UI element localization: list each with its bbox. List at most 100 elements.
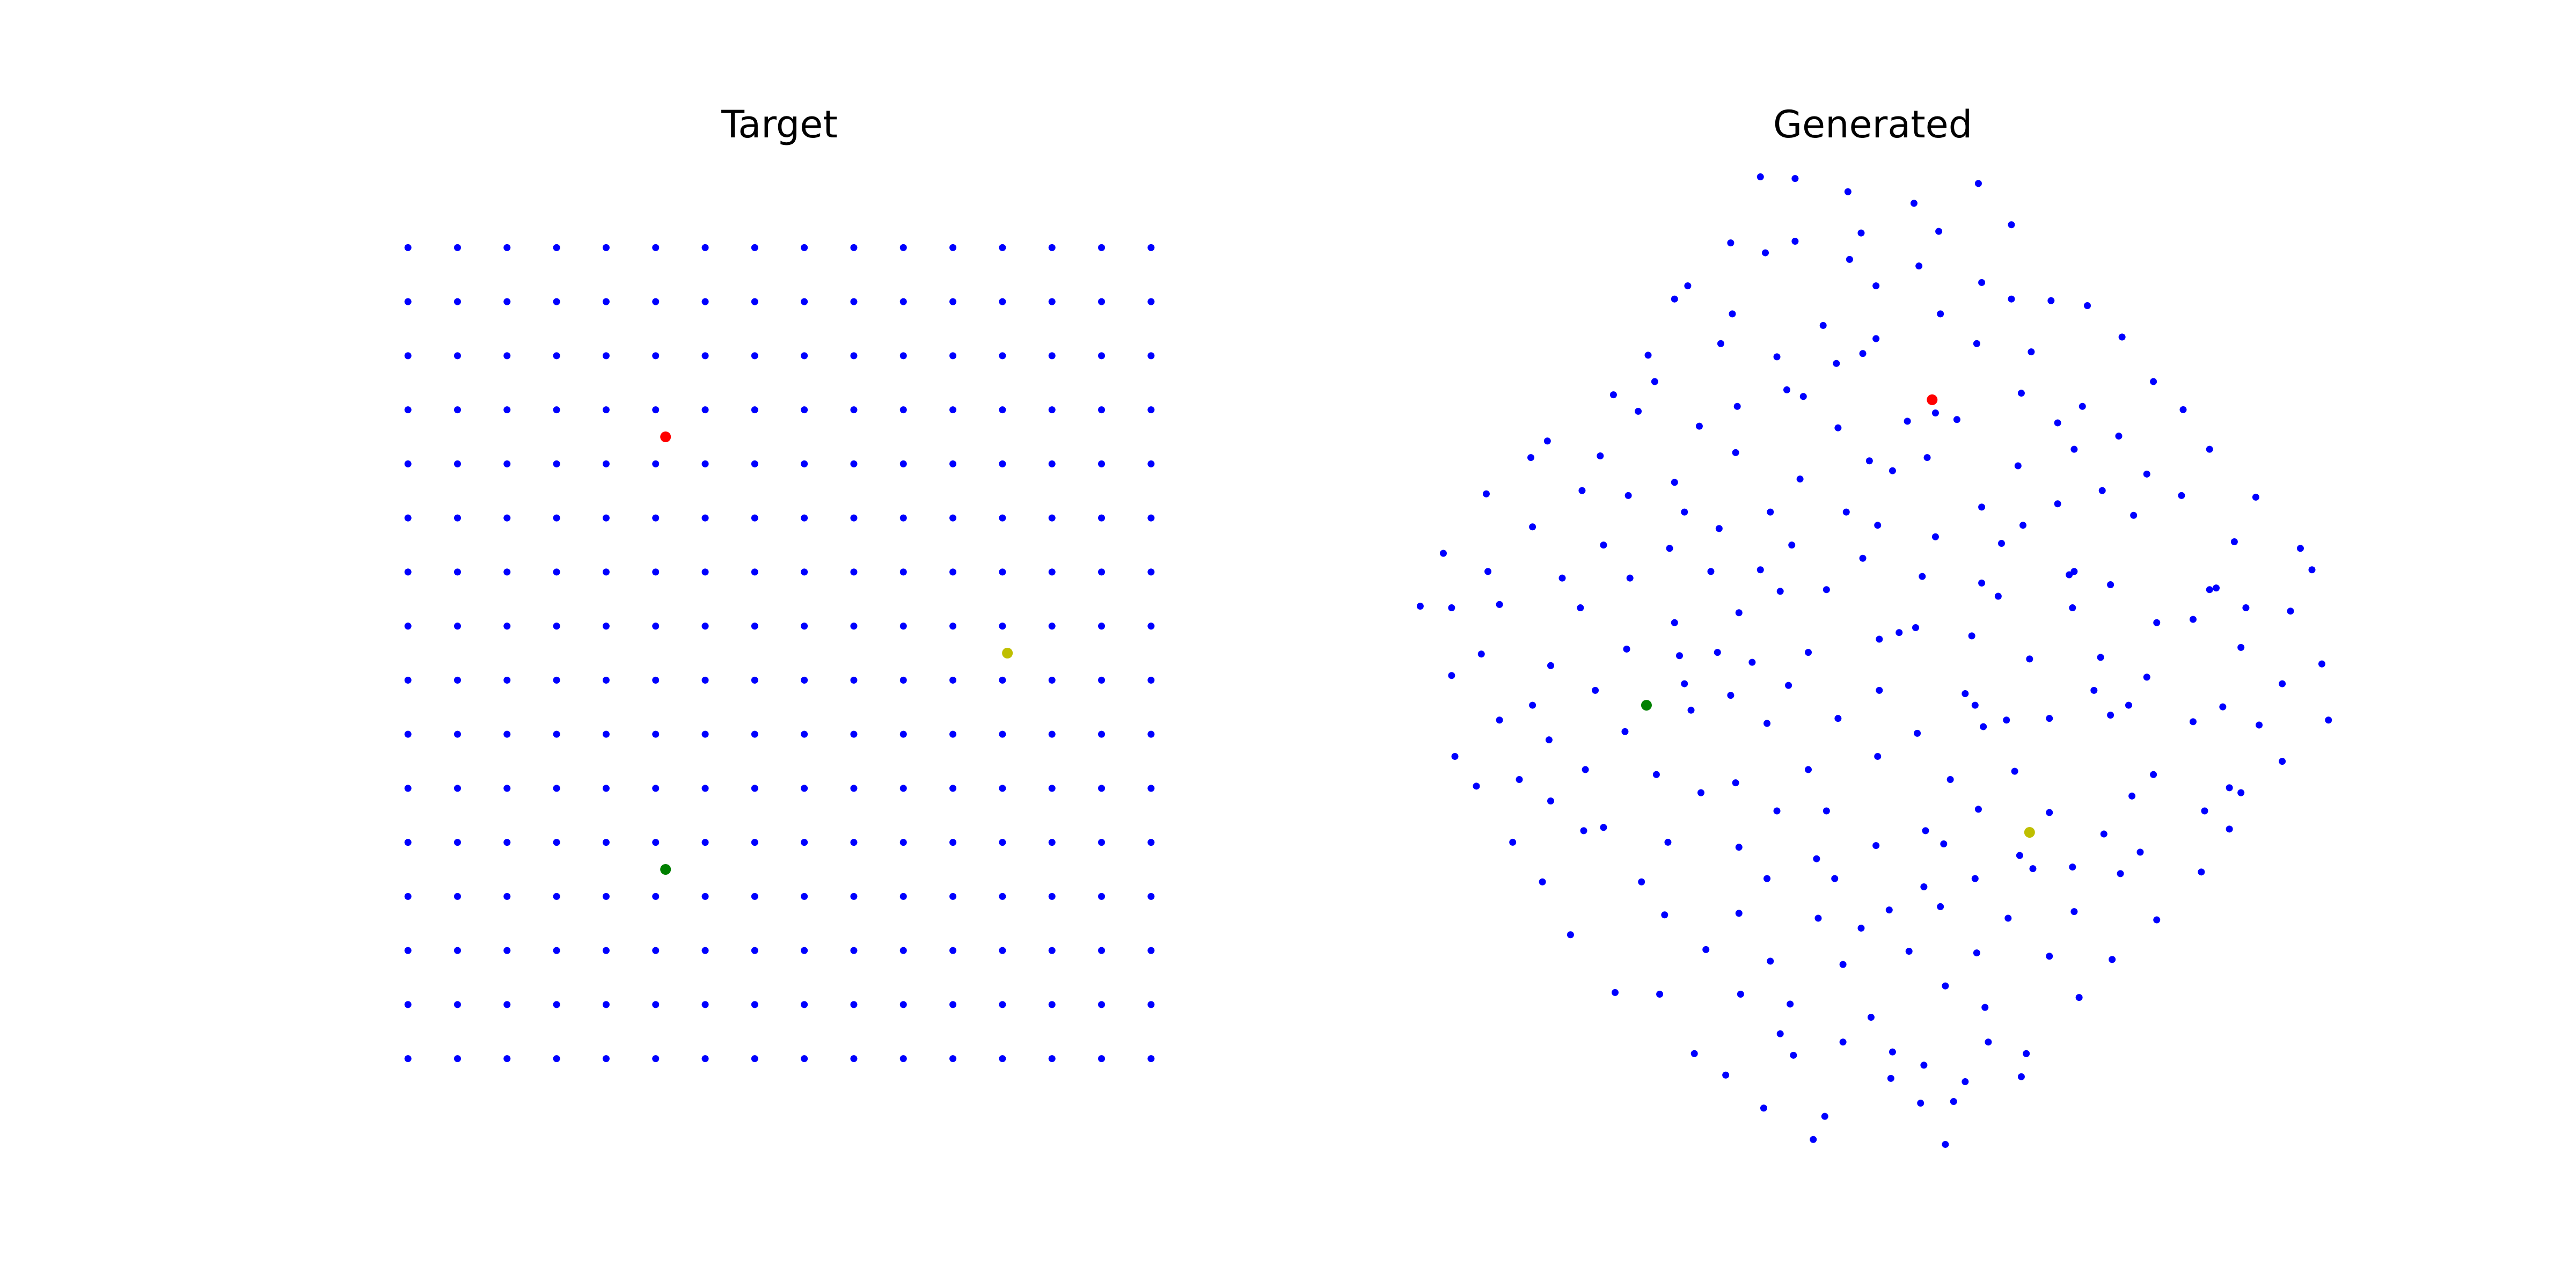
scatter-point xyxy=(602,839,610,846)
scatter-point xyxy=(1796,475,1804,483)
scatter-point xyxy=(1971,701,1979,709)
scatter-point xyxy=(1760,1104,1767,1112)
scatter-point xyxy=(2118,333,2126,341)
scatter-point xyxy=(2008,295,2015,303)
scatter-point xyxy=(850,352,858,360)
scatter-point xyxy=(2070,908,2078,916)
scatter-point xyxy=(701,623,709,630)
scatter-point xyxy=(899,514,907,522)
scatter-point xyxy=(801,730,808,738)
scatter-point xyxy=(1624,492,1632,499)
scatter-point xyxy=(850,839,858,846)
scatter-point xyxy=(652,406,660,414)
scatter-point xyxy=(602,1001,610,1008)
scatter-point xyxy=(404,676,412,684)
scatter-point xyxy=(1834,715,1842,722)
scatter-point xyxy=(850,1055,858,1063)
scatter-point xyxy=(503,785,511,792)
scatter-point xyxy=(1937,903,1944,910)
scatter-point xyxy=(1098,730,1106,738)
scatter-point xyxy=(1799,393,1807,400)
scatter-point xyxy=(2206,586,2213,594)
scatter-point xyxy=(2054,500,2061,508)
scatter-point xyxy=(1917,1100,1924,1107)
scatter-point xyxy=(1439,550,1447,557)
scatter-point xyxy=(1527,454,1535,462)
scatter-point xyxy=(1484,568,1492,575)
scatter-point xyxy=(1783,386,1790,393)
scatter-point xyxy=(2019,522,2027,529)
scatter-point xyxy=(850,785,858,792)
scatter-point xyxy=(999,676,1006,684)
scatter-point xyxy=(1834,424,1842,431)
scatter-point xyxy=(751,785,758,792)
scatter-point xyxy=(1927,394,1938,405)
scatter-point xyxy=(652,892,660,900)
scatter-point xyxy=(1823,586,1830,594)
scatter-point xyxy=(999,244,1006,251)
scatter-point xyxy=(701,1001,709,1008)
scatter-point xyxy=(2136,848,2144,856)
scatter-point xyxy=(2046,715,2053,722)
scatter-point xyxy=(999,460,1006,467)
scatter-point xyxy=(1923,454,1931,462)
scatter-point xyxy=(1735,609,1743,617)
scatter-point xyxy=(453,892,461,900)
scatter-point xyxy=(602,730,610,738)
scatter-point xyxy=(999,406,1006,414)
scatter-point xyxy=(1912,624,1920,631)
scatter-point xyxy=(652,352,660,360)
scatter-point xyxy=(1147,244,1155,251)
scatter-point xyxy=(801,298,808,305)
scatter-point xyxy=(949,1001,957,1008)
scatter-point xyxy=(2079,402,2086,410)
scatter-point xyxy=(1819,321,1827,329)
scatter-point xyxy=(453,1055,461,1063)
scatter-point xyxy=(503,892,511,900)
scatter-point xyxy=(453,568,461,576)
scatter-point xyxy=(701,244,709,251)
scatter-point xyxy=(701,839,709,846)
scatter-point xyxy=(2325,716,2332,724)
scatter-point xyxy=(1600,824,1607,831)
scatter-point xyxy=(503,1001,511,1008)
scatter-point xyxy=(2014,462,2022,470)
scatter-point xyxy=(850,676,858,684)
scatter-point xyxy=(801,839,808,846)
scatter-point xyxy=(1687,706,1695,714)
scatter-point xyxy=(1920,1062,1928,1069)
scatter-point xyxy=(949,244,957,251)
scatter-point xyxy=(1048,623,1056,630)
scatter-point xyxy=(999,623,1006,630)
scatter-point xyxy=(1048,514,1056,522)
scatter-point xyxy=(1147,892,1155,900)
scatter-point xyxy=(850,244,858,251)
scatter-point xyxy=(1950,1097,1957,1105)
scatter-point xyxy=(1547,797,1554,805)
scatter-point xyxy=(2107,581,2114,588)
scatter-point xyxy=(2107,712,2114,719)
scatter-point xyxy=(2098,487,2106,494)
scatter-point xyxy=(1821,1113,1828,1120)
scatter-point xyxy=(553,568,560,576)
scatter-point xyxy=(1048,1001,1056,1008)
scatter-point xyxy=(949,785,957,792)
scatter-point xyxy=(652,298,660,305)
scatter-point xyxy=(949,892,957,900)
scatter-point xyxy=(850,514,858,522)
scatter-point xyxy=(949,1055,957,1063)
scatter-point xyxy=(1577,604,1584,612)
scatter-point xyxy=(1931,409,1939,416)
scatter-point xyxy=(1482,490,1490,497)
scatter-point xyxy=(2128,792,2136,800)
scatter-point xyxy=(1496,716,1503,724)
scatter-point xyxy=(1580,827,1587,835)
scatter-point xyxy=(1098,568,1106,576)
scatter-point xyxy=(1416,602,1424,610)
scatter-point xyxy=(1973,340,1980,347)
scatter-point xyxy=(999,839,1006,846)
scatter-point xyxy=(1048,947,1056,954)
scatter-point xyxy=(2026,655,2033,663)
scatter-point xyxy=(2143,674,2150,681)
scatter-point xyxy=(404,785,412,792)
